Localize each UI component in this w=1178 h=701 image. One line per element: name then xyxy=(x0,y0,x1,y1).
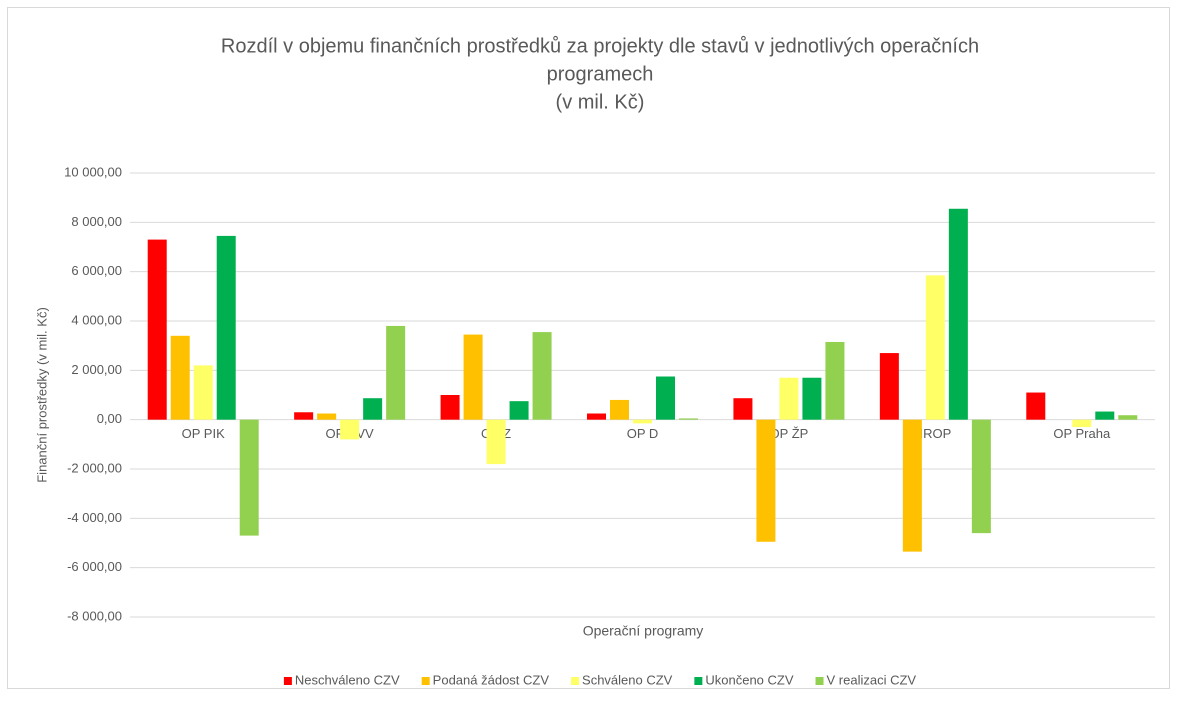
bar xyxy=(147,239,167,420)
y-tick-label: 2 000,00 xyxy=(71,362,122,377)
bar xyxy=(532,332,552,420)
legend-label: Ukončeno CZV xyxy=(705,672,793,687)
bar xyxy=(779,377,799,420)
y-tick-label: -2 000,00 xyxy=(67,460,122,475)
bar xyxy=(317,413,337,420)
bar xyxy=(363,398,383,420)
x-tick-label: OP Praha xyxy=(1053,426,1111,441)
bar xyxy=(340,419,360,440)
y-tick-label: -6 000,00 xyxy=(67,559,122,574)
legend-swatch xyxy=(283,677,292,685)
legend-swatch xyxy=(571,677,580,685)
bar xyxy=(386,325,406,420)
y-tick-label: 10 000,00 xyxy=(64,164,122,179)
x-tick-label: OP PIK xyxy=(182,426,225,441)
bar xyxy=(879,353,899,420)
bar xyxy=(587,413,606,420)
bar xyxy=(440,395,460,420)
legend-label: Podaná žádost CZV xyxy=(433,672,550,687)
bar xyxy=(294,412,314,420)
bar xyxy=(825,341,845,420)
bar xyxy=(610,399,629,420)
bar xyxy=(679,418,698,420)
bar xyxy=(463,334,483,420)
bar xyxy=(633,419,652,424)
legend-swatch xyxy=(815,677,824,685)
bar xyxy=(1095,411,1115,420)
y-tick-label: 0,00 xyxy=(97,411,122,426)
bar xyxy=(1118,415,1138,420)
legend-swatch xyxy=(694,677,703,685)
x-axis-label: Operační programy xyxy=(583,623,704,639)
bar xyxy=(193,365,213,420)
y-tick-label: 8 000,00 xyxy=(71,214,122,229)
chart-title: (v mil. Kč) xyxy=(556,91,645,113)
bar xyxy=(239,419,259,536)
bar xyxy=(971,419,991,534)
chart-title: Rozdíl v objemu finančních prostředků za… xyxy=(221,35,979,57)
bar xyxy=(948,208,968,420)
bar xyxy=(656,376,675,420)
x-tick-label: OP D xyxy=(627,426,659,441)
y-tick-label: -4 000,00 xyxy=(67,510,122,525)
legend-label: Neschváleno CZV xyxy=(295,672,400,687)
y-tick-label: -8 000,00 xyxy=(67,608,122,623)
legend-swatch xyxy=(421,677,430,685)
bar xyxy=(509,401,529,420)
bar xyxy=(486,419,506,465)
bar xyxy=(902,419,922,552)
legend-label: V realizaci CZV xyxy=(827,672,917,687)
chart-border xyxy=(7,7,1170,689)
bar xyxy=(1026,392,1046,420)
bar xyxy=(802,377,822,420)
bar xyxy=(756,419,776,542)
legend-label: Schváleno CZV xyxy=(582,672,673,687)
bar xyxy=(925,275,945,420)
bar xyxy=(216,235,236,420)
chart-title: programech xyxy=(547,63,654,85)
bar xyxy=(170,335,190,420)
x-tick-label: IROP xyxy=(919,426,951,441)
bar xyxy=(733,398,753,420)
y-tick-label: 4 000,00 xyxy=(71,312,122,327)
y-tick-label: 6 000,00 xyxy=(71,263,122,278)
bar xyxy=(1072,419,1092,428)
x-tick-label: OP ŽP xyxy=(770,426,809,441)
y-axis-label: Finanční prostředky (v mil. Kč) xyxy=(34,307,49,483)
